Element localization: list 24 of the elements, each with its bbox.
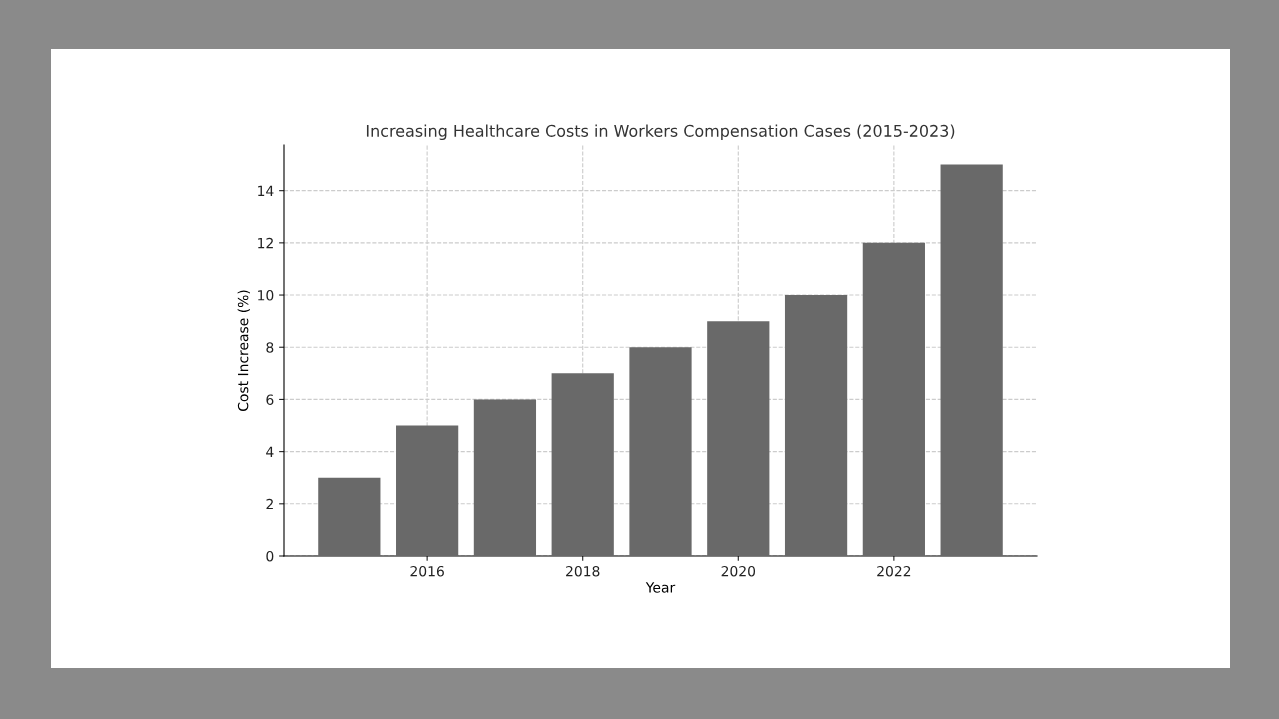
x-tick-label: 2022 (877, 565, 911, 577)
y-axis-title: Cost Increase (%) (237, 290, 250, 411)
y-tick-label: 8 (266, 342, 274, 353)
bar (396, 425, 459, 556)
y-tick-label: 0 (266, 550, 274, 562)
y-tick-label: 2 (266, 498, 273, 510)
bar (707, 321, 770, 556)
y-tick-label: 4 (266, 446, 274, 457)
x-tick-label: 2020 (721, 565, 756, 577)
y-tick-label: 12 (258, 237, 273, 249)
bar (318, 477, 381, 556)
y-tick-label: 14 (258, 185, 274, 196)
chart-title: Increasing Healthcare Costs in Workers Compensation Cases (2015-2023) (366, 124, 955, 140)
bar (551, 373, 614, 556)
x-axis-title: Year (645, 582, 676, 593)
bar (784, 295, 848, 556)
bar (629, 347, 692, 556)
y-tick-label: 6 (266, 394, 274, 405)
bar (473, 399, 537, 556)
y-tick-label: 10 (258, 290, 274, 301)
x-tick-label: 2018 (566, 565, 600, 577)
bar (940, 164, 1003, 556)
x-tick-label: 2016 (410, 565, 444, 577)
bar (862, 242, 925, 556)
